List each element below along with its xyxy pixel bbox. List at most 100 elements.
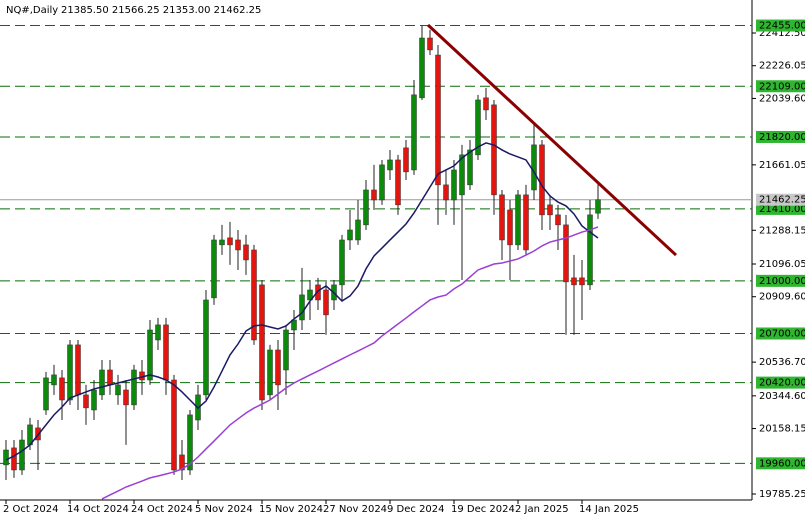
- moving-average-line: [101, 226, 599, 500]
- candle-body: [363, 189, 369, 226]
- candle-body: [387, 159, 393, 171]
- level-label: 21000.00: [759, 276, 805, 287]
- candle-body: [515, 194, 521, 246]
- candle-body: [83, 394, 89, 409]
- plot-area: [0, 23, 752, 500]
- candle-body: [323, 289, 329, 316]
- x-tick-label: 14 Oct 2024: [67, 504, 129, 515]
- candle-body: [283, 329, 289, 371]
- level-label-box: [756, 19, 805, 32]
- candle-body: [227, 237, 233, 246]
- level-label: 21410.00: [759, 204, 805, 215]
- candle-body: [259, 284, 265, 401]
- candle-body: [275, 349, 281, 386]
- level-label-box: [756, 274, 805, 287]
- trendline: [426, 23, 678, 257]
- y-tick-label: 21661.05: [759, 160, 805, 171]
- candle-body: [467, 149, 473, 186]
- candle-body: [203, 299, 209, 396]
- candle-body: [483, 97, 489, 111]
- level-label-box: [756, 202, 805, 215]
- candle-body: [187, 414, 193, 471]
- chart-title: NQ#,Daily: [6, 5, 58, 16]
- moving-average-line: [5, 142, 599, 461]
- level-label: 21820.00: [759, 132, 805, 143]
- level-label-box: [756, 80, 805, 93]
- y-tick-label: 20158.15: [759, 424, 805, 435]
- candle-body: [147, 329, 153, 381]
- x-tick-label: 2 Oct 2024: [3, 504, 58, 515]
- candle-body: [555, 214, 561, 226]
- x-tick-label: 24 Oct 2024: [131, 504, 193, 515]
- x-tick-label: 9 Dec 2024: [387, 504, 445, 515]
- candle-body: [507, 209, 513, 246]
- candle-body: [531, 144, 537, 191]
- candle-body: [339, 239, 345, 286]
- current-price-box: [756, 193, 805, 206]
- level-label: 20700.00: [759, 328, 805, 339]
- candle-body: [475, 99, 481, 156]
- x-tick-label: 2 Jan 2025: [515, 504, 569, 515]
- candle-body: [251, 249, 257, 341]
- level-label-box: [756, 457, 805, 470]
- candle-body: [291, 319, 297, 331]
- candle-body: [395, 159, 401, 206]
- level-label: 20420.00: [759, 378, 805, 389]
- candle-body: [59, 377, 65, 401]
- candle-body: [563, 224, 569, 283]
- candle-body: [219, 239, 225, 246]
- candle-body: [91, 389, 97, 411]
- y-tick-label: 21288.15: [759, 225, 805, 236]
- candle-body: [547, 204, 553, 216]
- candle-body: [459, 154, 465, 196]
- candle-body: [243, 244, 249, 261]
- candle-body: [419, 37, 425, 99]
- x-tick-label: 14 Jan 2025: [579, 504, 639, 515]
- y-tick-label: 20536.70: [759, 357, 805, 368]
- candle-body: [43, 377, 49, 411]
- level-label-box: [756, 376, 805, 389]
- candle-body: [19, 439, 25, 471]
- candle-body: [427, 37, 433, 51]
- candle-body: [371, 189, 377, 201]
- level-label: 22455.00: [759, 21, 805, 32]
- candle-body: [579, 277, 585, 286]
- level-label-box: [756, 327, 805, 340]
- y-tick-label: 22412.50: [759, 28, 805, 39]
- candle-body: [51, 374, 57, 386]
- ohlc-info: 21385.50 21566.25 21353.00 21462.25: [61, 5, 261, 16]
- x-tick-label: 15 Nov 2024: [259, 504, 323, 515]
- candle-body: [451, 169, 457, 201]
- candle-body: [11, 447, 17, 471]
- candle-body: [155, 324, 161, 341]
- candle-body: [523, 194, 529, 251]
- y-tick-label: 22226.05: [759, 61, 805, 72]
- candle-body: [595, 199, 601, 214]
- candle-body: [411, 94, 417, 171]
- candle-body: [107, 369, 113, 386]
- candle-body: [3, 449, 9, 466]
- level-label: 22109.00: [759, 81, 805, 92]
- candle-body: [347, 229, 353, 241]
- candle-body: [499, 194, 505, 241]
- y-tick-label: 22039.60: [759, 93, 805, 104]
- candle-body: [571, 277, 577, 286]
- y-tick-label: 19785.25: [759, 489, 805, 500]
- candle-body: [403, 147, 409, 173]
- candle-body: [443, 184, 449, 201]
- candle-body: [131, 369, 137, 406]
- candle-body: [267, 349, 273, 396]
- candle-body: [235, 239, 241, 251]
- level-label: 19960.00: [759, 458, 805, 469]
- y-tick-label: 20909.60: [759, 292, 805, 303]
- candle-body: [75, 344, 81, 396]
- current-price-label: 21462.25: [759, 195, 805, 206]
- candle-body: [355, 219, 361, 241]
- candle-body: [379, 164, 385, 201]
- level-label-box: [756, 130, 805, 143]
- candle-body: [123, 389, 129, 406]
- candle-body: [491, 104, 497, 196]
